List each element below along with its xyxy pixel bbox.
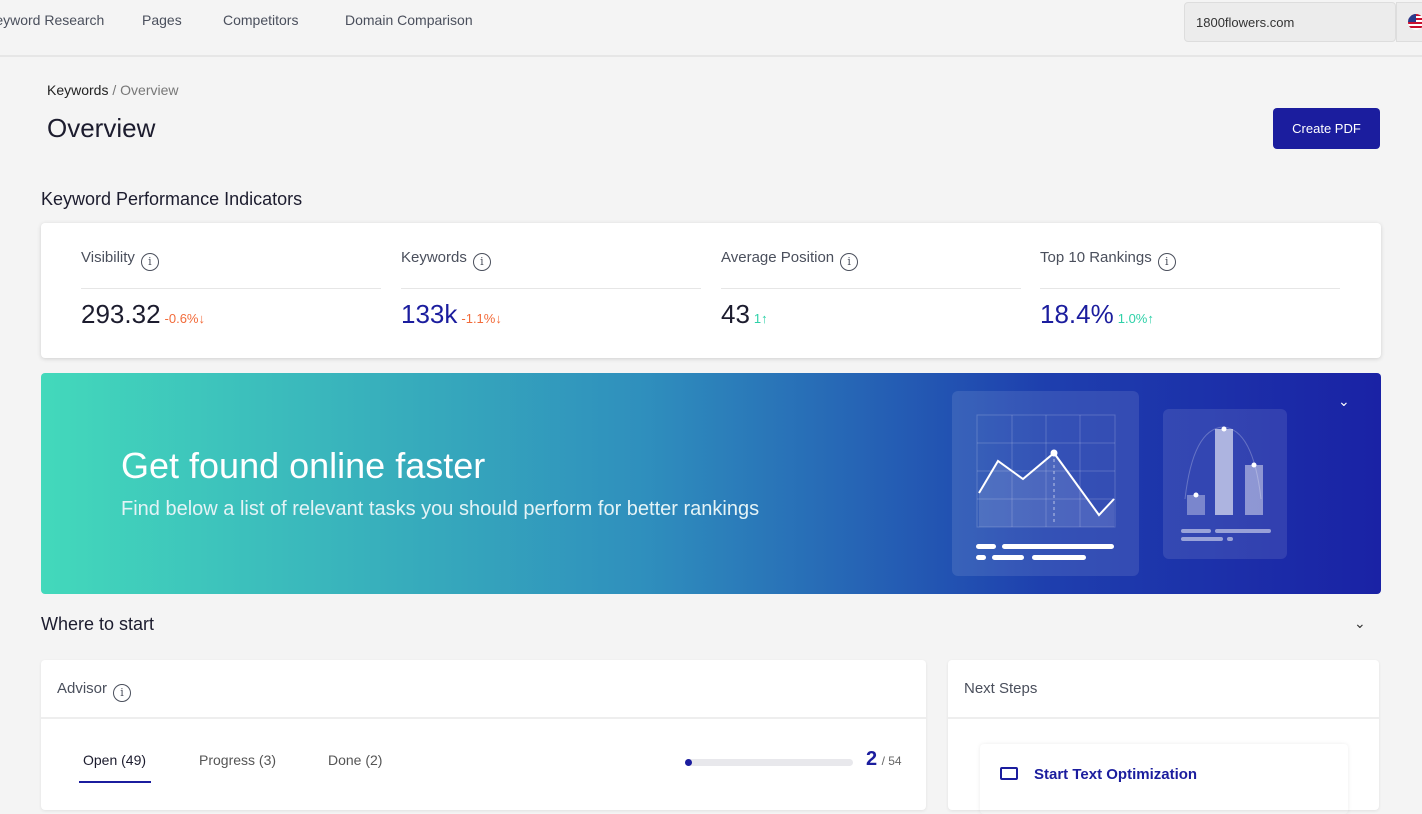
us-flag-icon bbox=[1408, 14, 1422, 30]
kpi-label: Visibility bbox=[81, 249, 135, 266]
folder-icon bbox=[1000, 767, 1018, 780]
top-nav: Keyword Research Pages Competitors Domai… bbox=[0, 0, 1422, 57]
kpi-change: 1.0% bbox=[1117, 311, 1148, 326]
kpi-card: Visibility i 293.32 -0.6%↓ Keywords i 133k -… bbox=[41, 223, 1381, 358]
kpi-value: 18.4% bbox=[1040, 299, 1114, 329]
info-icon[interactable]: i bbox=[1157, 253, 1176, 271]
breadcrumb-current: Overview bbox=[120, 82, 179, 98]
start-text-optimization-link[interactable]: Start Text Optimization bbox=[980, 744, 1348, 814]
tab-done[interactable]: Done (2) bbox=[328, 752, 383, 768]
kpi-change: -0.6% bbox=[164, 311, 199, 326]
kpi-change: 1 bbox=[753, 311, 762, 326]
info-icon[interactable]: i bbox=[840, 253, 859, 271]
kpi-section-title: Keyword Performance Indicators bbox=[41, 189, 303, 209]
domain-input[interactable]: 1800flowers.com bbox=[1184, 2, 1396, 42]
promo-banner: Get found online faster Find below a lis… bbox=[41, 373, 1381, 594]
advisor-progress-bar bbox=[685, 759, 853, 766]
where-to-start-title: Where to start bbox=[41, 614, 155, 634]
bar-chart-illustration bbox=[1163, 409, 1287, 559]
country-selector[interactable] bbox=[1396, 2, 1422, 42]
nav-keyword-research[interactable]: Keyword Research bbox=[0, 12, 105, 28]
kpi-change: -1.1% bbox=[461, 311, 496, 326]
info-icon[interactable]: i bbox=[140, 253, 159, 271]
kpi-value: 43 bbox=[721, 299, 750, 329]
breadcrumb-keywords[interactable]: Keywords bbox=[47, 82, 109, 98]
kpi-label: Keywords bbox=[401, 249, 467, 266]
nav-competitors[interactable]: Competitors bbox=[223, 12, 299, 28]
kpi-label: Top 10 Rankings bbox=[1040, 249, 1152, 266]
total-count: / 54 bbox=[881, 754, 902, 768]
arrow-down-icon: ↓ bbox=[198, 311, 206, 326]
next-steps-card: Next Steps Start Text Optimization bbox=[948, 660, 1379, 810]
create-pdf-button[interactable]: Create PDF bbox=[1273, 108, 1380, 149]
page-title: Overview bbox=[47, 113, 156, 143]
breadcrumb: Keywords / Overview bbox=[47, 82, 179, 98]
banner-title: Get found online faster bbox=[121, 445, 486, 486]
breadcrumb-separator: / bbox=[112, 82, 117, 98]
next-step-label: Start Text Optimization bbox=[1034, 766, 1198, 783]
tab-progress[interactable]: Progress (3) bbox=[199, 752, 277, 768]
info-icon[interactable]: i bbox=[472, 253, 491, 271]
kpi-label: Average Position bbox=[721, 249, 835, 266]
nav-pages[interactable]: Pages bbox=[142, 12, 182, 28]
advisor-card: Advisor i Open (49) Progress (3) Done (2)… bbox=[41, 660, 926, 810]
tab-open[interactable]: Open (49) bbox=[78, 752, 152, 783]
arrow-up-icon: ↑ bbox=[1147, 311, 1154, 326]
arrow-down-icon: ↓ bbox=[495, 311, 502, 326]
collapse-section-chevron-icon[interactable]: ⌄ bbox=[1354, 615, 1366, 631]
line-chart-illustration bbox=[952, 391, 1139, 576]
kpi-value: 133k bbox=[401, 299, 458, 329]
nav-domain-comparison[interactable]: Domain Comparison bbox=[345, 12, 473, 28]
arrow-up-icon: ↑ bbox=[761, 311, 768, 326]
done-count: 2 bbox=[866, 748, 878, 770]
info-icon[interactable]: i bbox=[113, 684, 132, 702]
next-steps-title: Next Steps bbox=[948, 660, 1379, 719]
advisor-title: Advisor bbox=[57, 680, 108, 697]
collapse-banner-chevron-icon[interactable]: ⌄ bbox=[1338, 393, 1350, 409]
banner-subtitle: Find below a list of relevant tasks you … bbox=[121, 498, 760, 520]
kpi-value: 293.32 bbox=[81, 299, 161, 329]
advisor-count: 2 / 54 bbox=[866, 748, 902, 771]
